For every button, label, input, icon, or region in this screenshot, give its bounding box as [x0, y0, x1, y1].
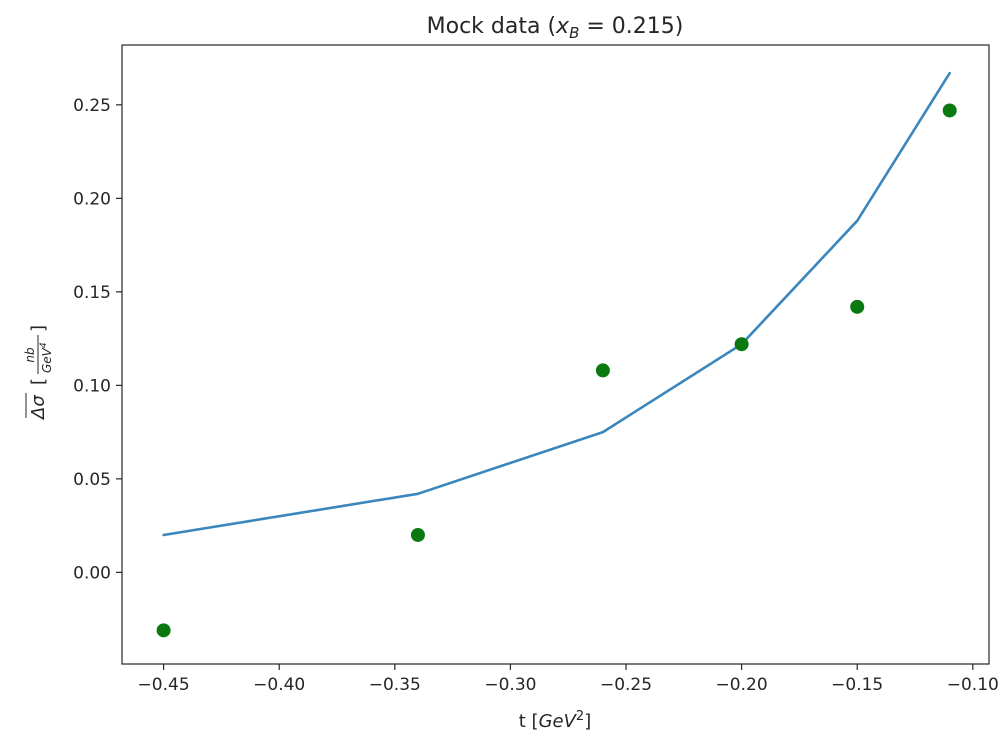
y-axis-label-symbol: Δσ	[28, 395, 49, 421]
data-point	[734, 337, 749, 352]
data-point	[942, 103, 957, 118]
x-tick-label: −0.45	[138, 675, 190, 695]
y-tick-label: 0.00	[73, 563, 111, 583]
plot-frame	[121, 44, 990, 665]
x-tick-label: −0.35	[369, 675, 421, 695]
x-tick-label: −0.40	[253, 675, 305, 695]
x-tick-label: −0.10	[947, 675, 999, 695]
data-point	[595, 363, 610, 378]
y-tick-label: 0.25	[73, 96, 111, 116]
y-axis-label-bracket-close: ]	[28, 325, 49, 332]
x-axis: −0.45 −0.40 −0.35 −0.30 −0.25 −0.20 −0.15 −0.10	[138, 664, 999, 695]
data-point	[156, 623, 171, 638]
x-tick-label: −0.25	[600, 675, 652, 695]
y-tick-label: 0.20	[73, 189, 111, 209]
x-tick-label: −0.15	[831, 675, 883, 695]
chart-title-suffix: = 0.215)	[579, 14, 683, 39]
series-line	[162, 71, 952, 537]
y-tick-label: 0.15	[73, 283, 111, 303]
y-axis-label-denominator: GeV4	[39, 342, 54, 373]
x-axis-label-unit: GeV	[539, 711, 578, 732]
x-tick-label: −0.20	[716, 675, 768, 695]
data-point	[410, 527, 425, 542]
y-axis-label-numerator: nb	[23, 347, 37, 363]
data-point	[850, 299, 865, 314]
x-tick-label: −0.30	[484, 675, 536, 695]
chart-title: Mock data (xB = 0.215)	[427, 14, 684, 42]
chart-title-sub: B	[569, 24, 579, 42]
y-axis: 0.00 0.05 0.10 0.15 0.20 0.25	[73, 96, 122, 583]
y-axis-label-bracket-open: [	[28, 378, 49, 385]
x-axis-label-prefix: t [	[519, 711, 539, 732]
x-axis-label: t [GeV2]	[519, 709, 591, 732]
series-layer	[156, 71, 957, 638]
x-axis-label-power: 2	[576, 709, 584, 724]
y-tick-label: 0.10	[73, 376, 111, 396]
chart-title-prefix: Mock data (	[427, 14, 556, 39]
x-axis-label-suffix: ]	[584, 711, 591, 732]
y-axis-label: Δσ [ nb GeV4 ]	[23, 325, 54, 421]
chart-title-var: x	[555, 14, 570, 39]
y-tick-label: 0.05	[73, 470, 111, 490]
